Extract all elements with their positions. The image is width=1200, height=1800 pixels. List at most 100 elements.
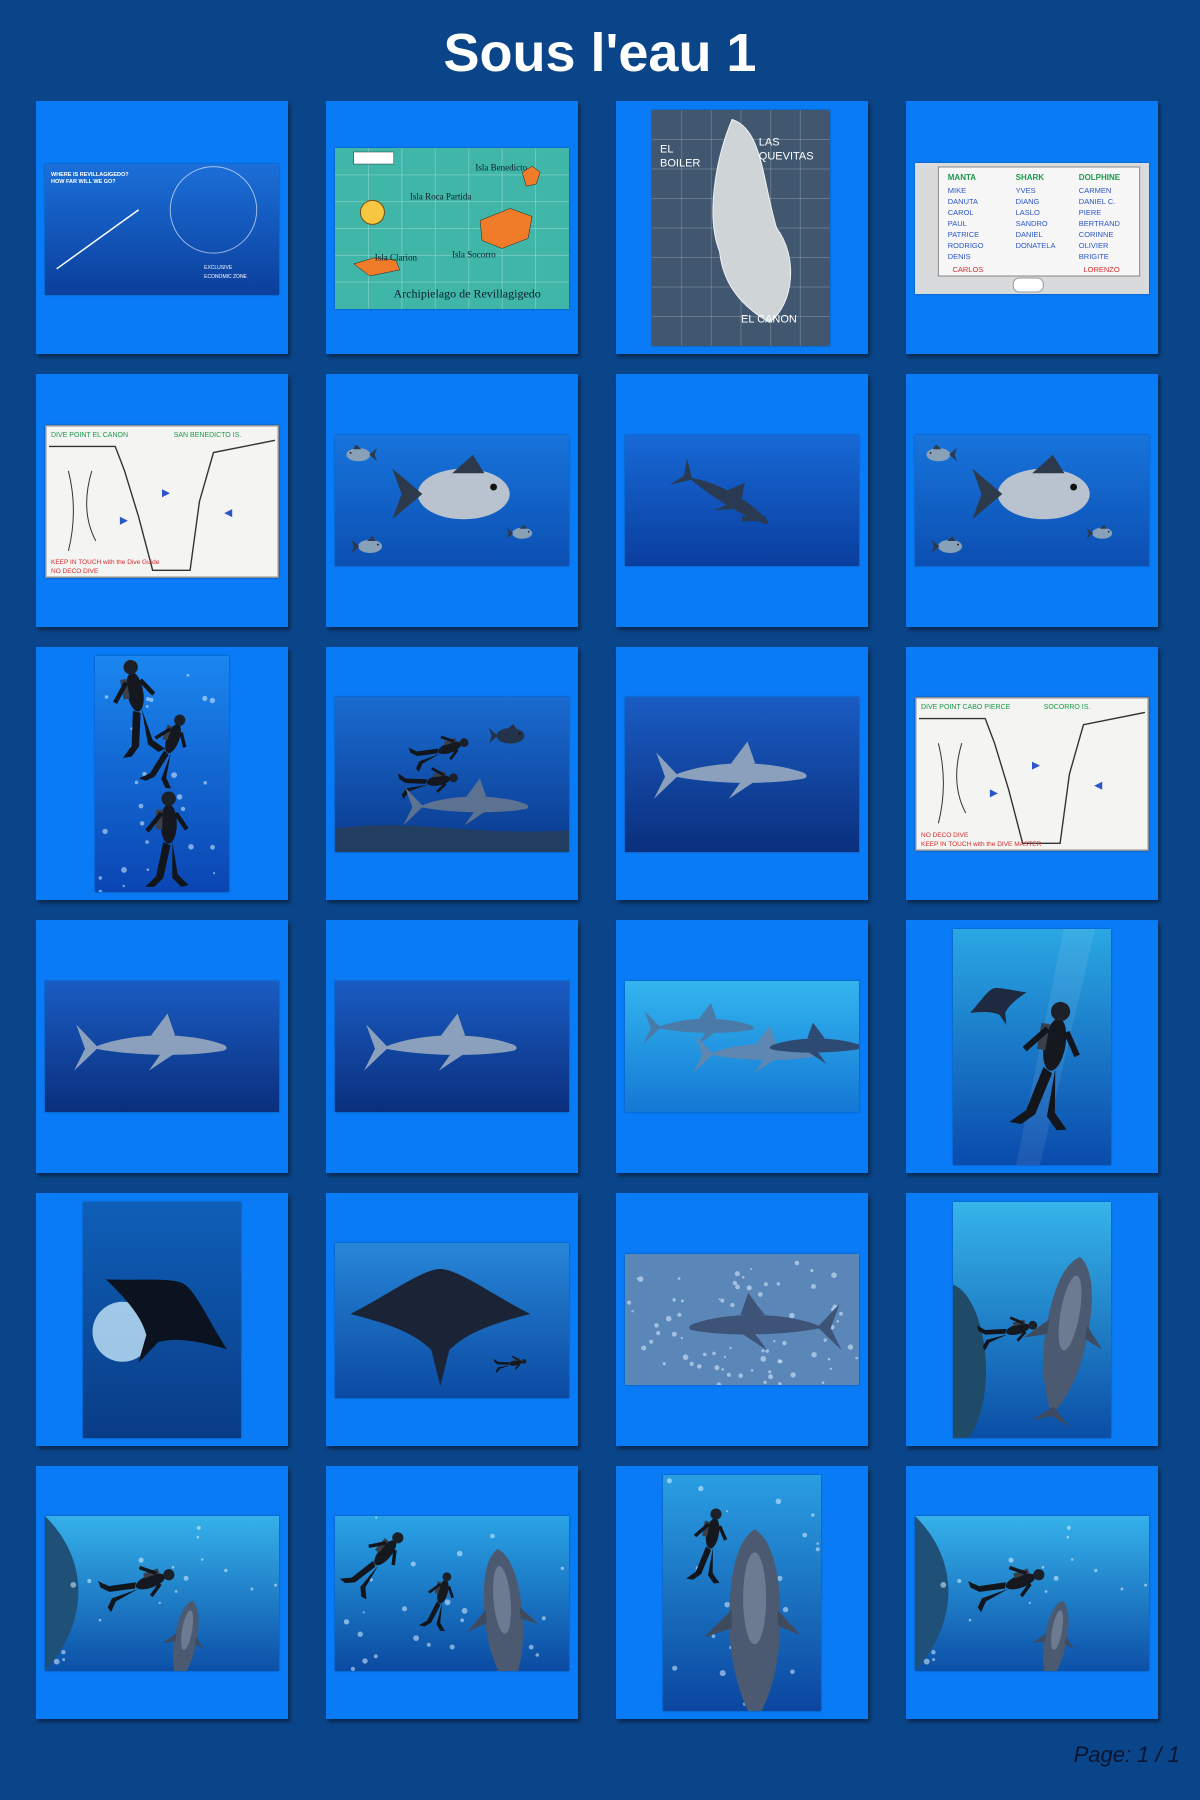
bubble bbox=[1070, 1558, 1074, 1561]
bubble bbox=[794, 1260, 800, 1266]
thumbnail-cell[interactable]: WHERE IS REVILLAGIGEDO? HOW FAR WILL WE G… bbox=[36, 101, 288, 354]
bubble bbox=[765, 1349, 769, 1353]
hammerhead-shark-photo[interactable] bbox=[625, 435, 859, 566]
bubble bbox=[931, 1650, 936, 1655]
team-member-name: BRIGITE bbox=[1079, 252, 1109, 261]
thumbnail-cell[interactable] bbox=[616, 374, 868, 627]
thumbnail-cell[interactable] bbox=[906, 920, 1158, 1173]
bubble bbox=[369, 1578, 373, 1582]
bubble bbox=[1044, 1590, 1048, 1593]
bubble bbox=[746, 1285, 752, 1291]
bubble bbox=[413, 1635, 419, 1641]
bubble bbox=[138, 1557, 144, 1563]
diver-with-dolphin-photo[interactable] bbox=[915, 1516, 1149, 1671]
thumbnail-cell[interactable] bbox=[906, 1193, 1158, 1446]
bubble bbox=[829, 1367, 833, 1370]
thumbnail-cell[interactable] bbox=[326, 374, 578, 627]
thumbnail-cell[interactable]: EL BOILER LAS QUEVITAS EL CANON bbox=[616, 101, 868, 354]
bubble bbox=[171, 772, 177, 778]
map-label-clarion: Isla Clarion bbox=[375, 253, 418, 263]
bubble bbox=[274, 1583, 278, 1587]
bubble bbox=[750, 1369, 754, 1372]
dive-point-cabo-pierce-whiteboard[interactable]: DIVE POINT CABO PIERCE SOCORRO IS. NO DECO… bbox=[915, 697, 1149, 851]
bubble bbox=[712, 1351, 716, 1356]
team-member-name: DANIEL bbox=[1016, 230, 1043, 239]
trevally-photo[interactable] bbox=[335, 435, 569, 566]
shark-dark-water-photo[interactable] bbox=[45, 981, 279, 1112]
manta-and-diver-photo[interactable] bbox=[953, 929, 1111, 1165]
bubble bbox=[203, 781, 207, 785]
divers-and-dolphin-photo[interactable] bbox=[335, 1516, 569, 1671]
archipelago-map[interactable]: Isla Benedicto Isla Roca Partida Isla Soco… bbox=[335, 148, 569, 309]
diver-figure bbox=[139, 714, 187, 789]
shark-swimming-photo[interactable] bbox=[335, 981, 569, 1112]
team-member-name: CARMEN bbox=[1079, 186, 1112, 195]
whiteboard-note: KEEP IN TOUCH with the DIVE MASTER bbox=[921, 841, 1042, 848]
bubble bbox=[410, 1561, 416, 1567]
thumbnail-cell[interactable] bbox=[326, 647, 578, 900]
diver-figure bbox=[493, 1355, 527, 1374]
thumbnail-cell[interactable] bbox=[616, 647, 868, 900]
bubble bbox=[750, 1268, 753, 1271]
thumbnail-cell[interactable] bbox=[326, 920, 578, 1173]
divers-ascending-photo[interactable] bbox=[95, 656, 229, 892]
silky-shark-photo[interactable] bbox=[625, 697, 859, 852]
bubble bbox=[732, 1280, 738, 1286]
bubble bbox=[654, 1323, 659, 1328]
thumbnail-cell[interactable] bbox=[36, 1193, 288, 1446]
diver-figure bbox=[145, 791, 189, 887]
thumbnail-cell[interactable]: MANTA SHARK DOLPHINE MIKE DANUTA CAROL PAUL PAT… bbox=[906, 101, 1158, 354]
dive-point-el-canon-whiteboard[interactable]: DIVE POINT EL CANON SAN BENEDICTO IS. KEEP… bbox=[45, 425, 279, 578]
dolphin-closeup-photo[interactable] bbox=[663, 1475, 821, 1711]
bubble bbox=[122, 884, 125, 888]
thumbnail-cell[interactable]: DIVE POINT EL CANON SAN BENEDICTO IS. KEEP… bbox=[36, 374, 288, 627]
bubble bbox=[213, 872, 216, 875]
sharks-group-photo[interactable] bbox=[625, 981, 859, 1112]
diver-with-dolphin-photo-image bbox=[915, 1516, 1149, 1671]
diver-figure bbox=[686, 1508, 728, 1584]
san-benedicto-satellite[interactable]: EL BOILER LAS QUEVITAS EL CANON bbox=[652, 110, 830, 346]
whitetip-reef-shark-photo[interactable] bbox=[625, 1254, 859, 1385]
bubble bbox=[760, 1356, 767, 1362]
thumbnail-cell[interactable] bbox=[36, 1466, 288, 1719]
thumbnail-cell[interactable] bbox=[36, 647, 288, 900]
sun-glare bbox=[92, 1301, 153, 1362]
dive-teams-whiteboard[interactable]: MANTA SHARK DOLPHINE MIKE DANUTA CAROL PAUL PAT… bbox=[915, 163, 1149, 294]
thumbnail-cell[interactable] bbox=[36, 920, 288, 1173]
giant-manta-photo[interactable] bbox=[335, 1243, 569, 1398]
bubble bbox=[180, 806, 186, 812]
thumbnail-cell[interactable] bbox=[616, 1466, 868, 1719]
bubble bbox=[773, 1340, 776, 1343]
diver-touching-dolphin-photo[interactable] bbox=[45, 1516, 279, 1671]
thumbnail-cell[interactable]: DIVE POINT CABO PIERCE SOCORRO IS. NO DECO… bbox=[906, 647, 1158, 900]
thumbnail-cell[interactable] bbox=[326, 1466, 578, 1719]
diver-touching-dolphin-photo-image bbox=[45, 1516, 279, 1671]
compass-rose-icon bbox=[359, 199, 385, 225]
manta-silhouette-photo[interactable] bbox=[83, 1202, 241, 1438]
thumbnail-cell[interactable]: Isla Benedicto Isla Roca Partida Isla Soco… bbox=[326, 101, 578, 354]
thumbnail-cell[interactable] bbox=[326, 1193, 578, 1446]
bubble bbox=[62, 1658, 66, 1662]
jack-fish-photo[interactable] bbox=[915, 435, 1149, 566]
dolphin-and-diver-photo[interactable] bbox=[953, 1202, 1111, 1438]
thumbnail-cell[interactable] bbox=[616, 920, 868, 1173]
dive-point-heading: DIVE POINT CABO PIERCE bbox=[921, 704, 1011, 711]
bubble bbox=[98, 876, 103, 880]
manta-figure bbox=[350, 1269, 531, 1386]
divers-with-sharks-photo[interactable] bbox=[335, 697, 569, 852]
bubble bbox=[671, 1331, 677, 1337]
thumbnail-cell[interactable] bbox=[906, 1466, 1158, 1719]
bubble bbox=[176, 794, 183, 800]
bubble bbox=[775, 1498, 782, 1505]
bubble bbox=[923, 1658, 930, 1665]
team-member-name: PATRICE bbox=[948, 230, 979, 239]
bubble bbox=[61, 1650, 66, 1655]
map-info-zone-label-2: ECONOMIC ZONE bbox=[204, 274, 247, 280]
bubble bbox=[810, 1269, 814, 1273]
thumbnail-cell[interactable] bbox=[906, 374, 1158, 627]
revillagigedo-info-map[interactable]: WHERE IS REVILLAGIGEDO? HOW FAR WILL WE G… bbox=[45, 164, 279, 295]
whiteboard-note: KEEP IN TOUCH with the Dive Guide bbox=[51, 559, 160, 566]
thumbnail-cell[interactable] bbox=[616, 1193, 868, 1446]
bubble bbox=[102, 828, 108, 835]
bubble bbox=[444, 1599, 451, 1606]
